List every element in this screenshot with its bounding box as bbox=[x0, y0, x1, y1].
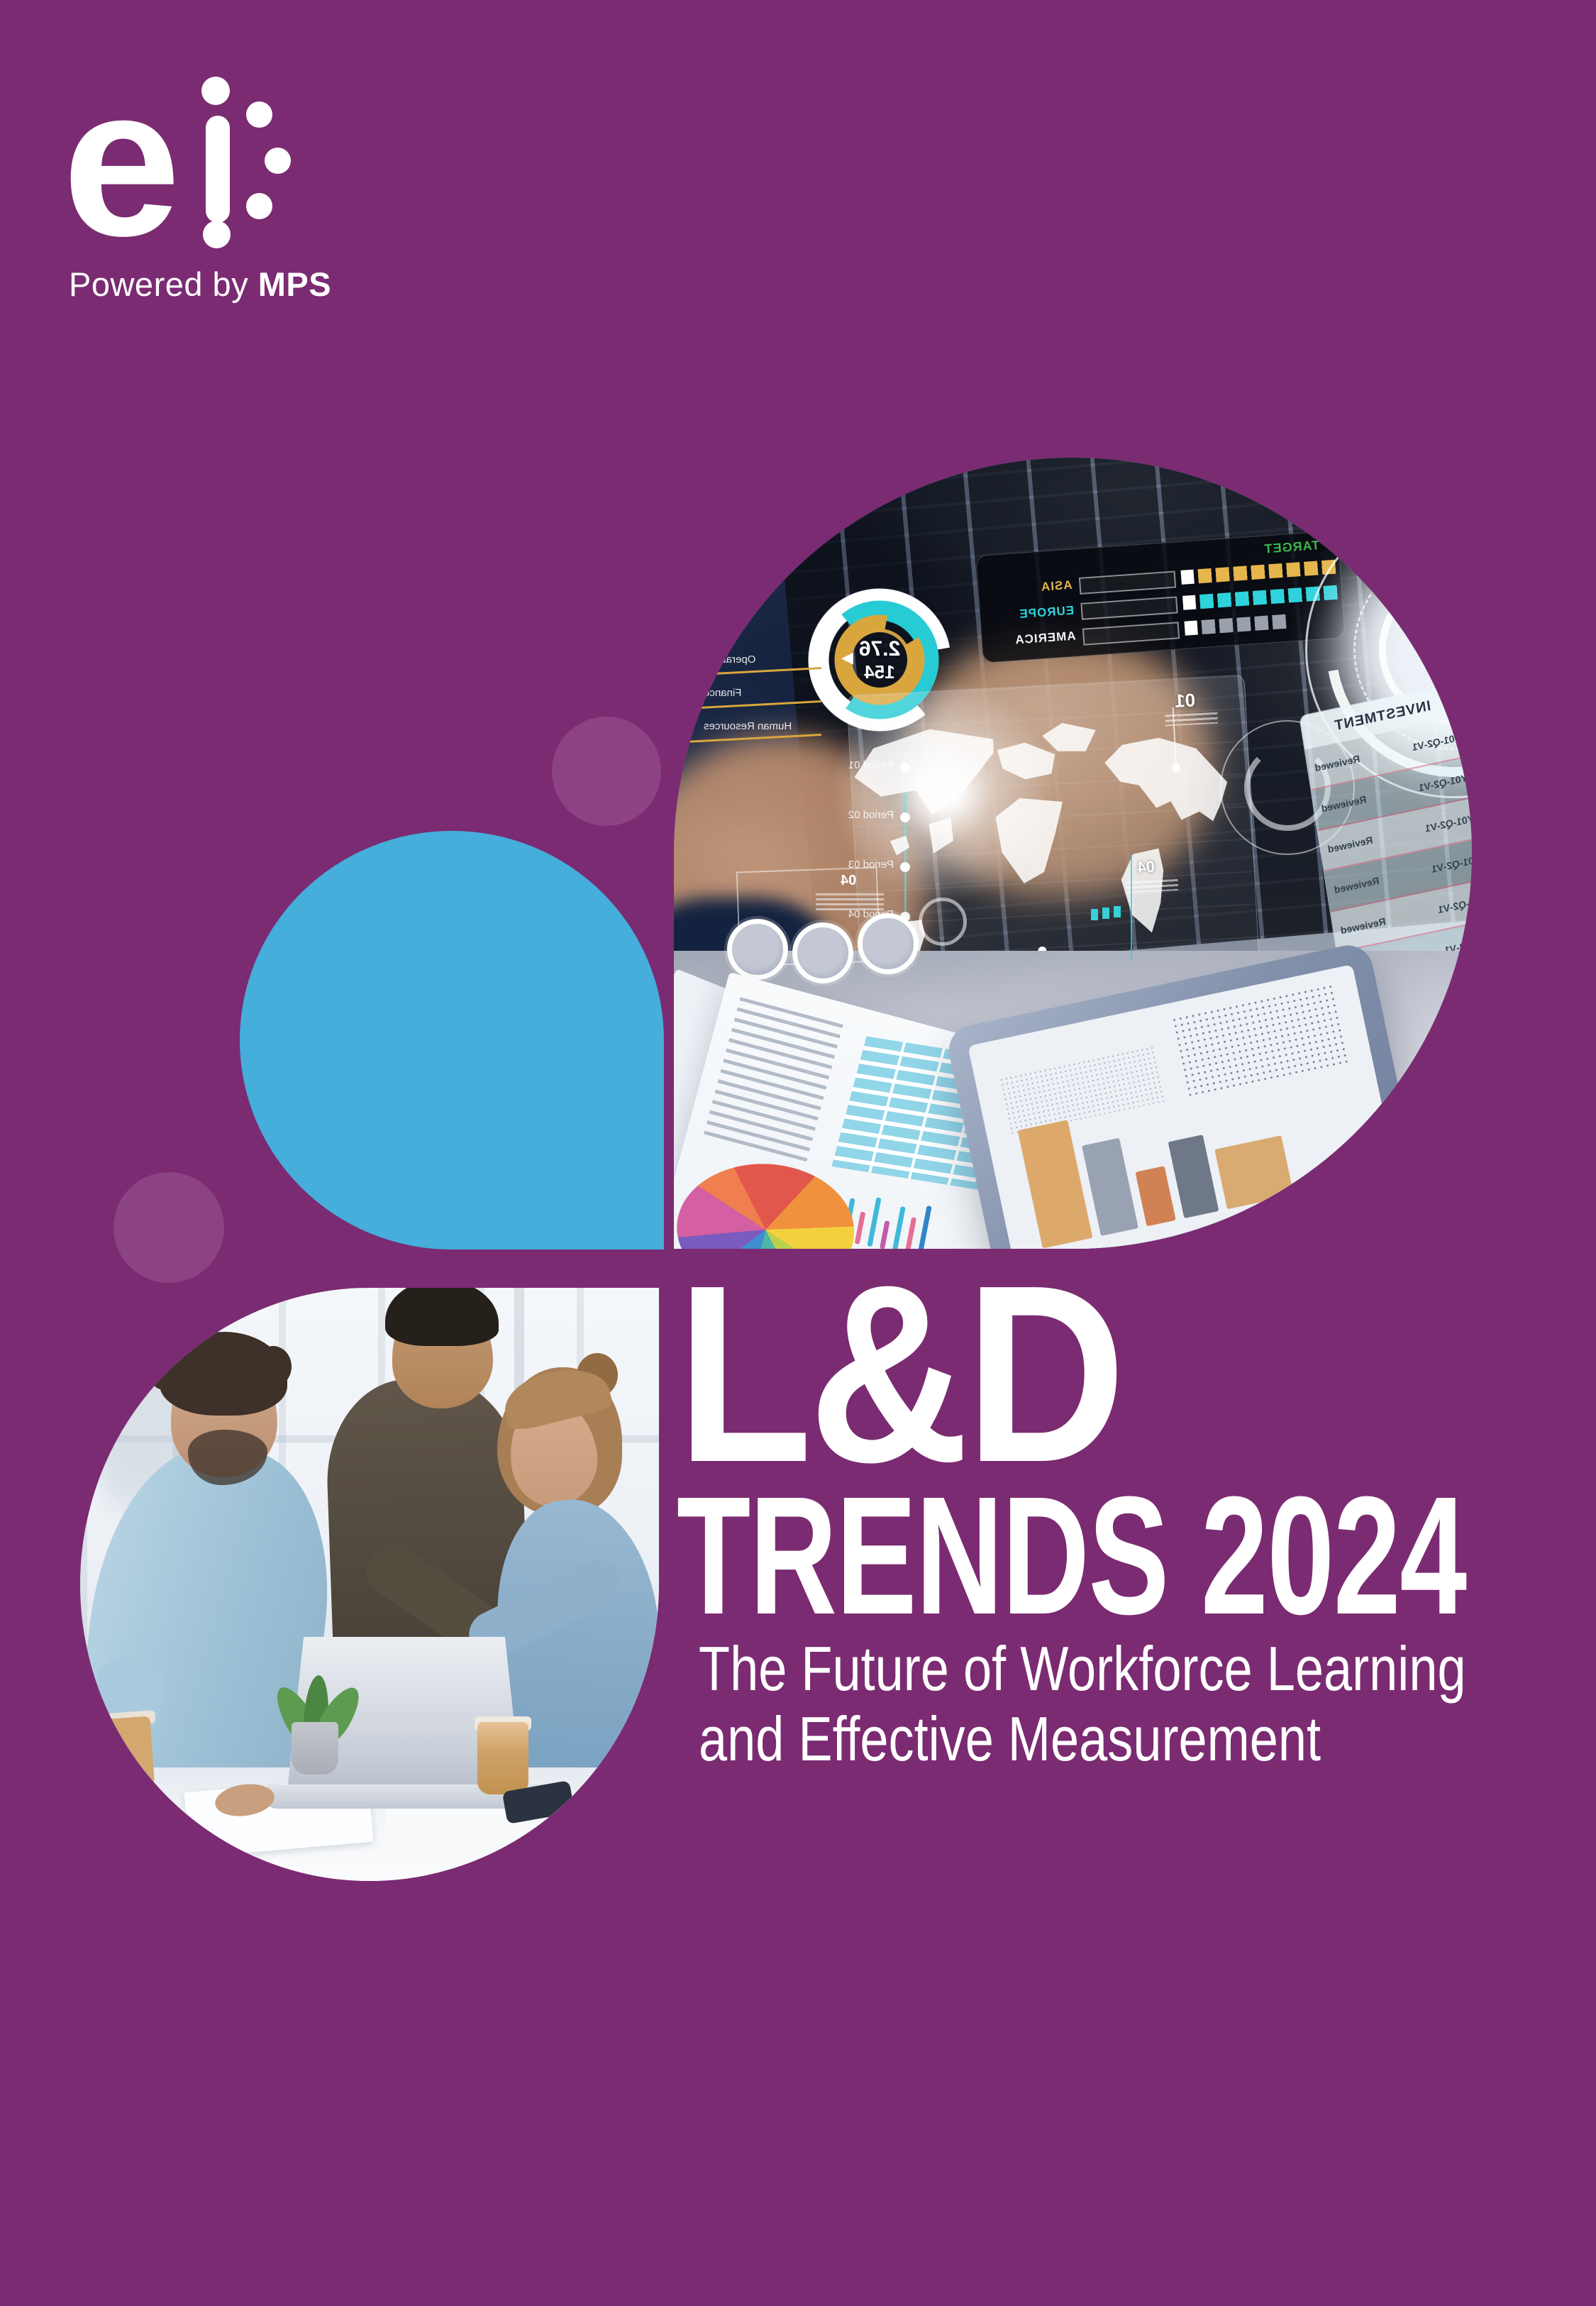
dept-label: Finance bbox=[704, 687, 742, 699]
logo-letter-i-stem bbox=[206, 116, 230, 223]
teal-teardrop-shape bbox=[240, 831, 664, 1249]
tagline-prefix: Powered by bbox=[69, 265, 258, 303]
page-tagline-line2: and Effective Measurement bbox=[699, 1704, 1321, 1774]
gauge-ring-empty bbox=[919, 898, 967, 946]
marker-04: 04 bbox=[841, 873, 857, 888]
donut-value-primary: 2.76 bbox=[858, 636, 901, 661]
donut-chart: 2.76 154 ◀ bbox=[807, 587, 952, 732]
connector-dot bbox=[680, 699, 691, 710]
row-code: Y01-Q2-V1 bbox=[1424, 812, 1472, 834]
donut-value-secondary: 154 bbox=[864, 661, 895, 683]
logo-dot-icon bbox=[201, 77, 230, 105]
region-bar-lead bbox=[1182, 595, 1197, 610]
region-track bbox=[1078, 570, 1177, 595]
logo-tagline: Powered by MPS bbox=[69, 265, 331, 304]
row-status: Reviewed bbox=[1339, 915, 1387, 937]
cursor-icon: ◀ bbox=[841, 649, 853, 666]
row-status: Reviewed bbox=[1333, 874, 1380, 896]
region-bar-lead bbox=[1184, 620, 1198, 636]
region-label-asia: ASIA bbox=[1040, 578, 1073, 594]
gauge-ring bbox=[727, 919, 788, 980]
man1-hair-curl bbox=[255, 1346, 292, 1387]
decor-circle-top bbox=[552, 717, 661, 826]
row-status: Reviewed bbox=[1326, 834, 1374, 855]
map-marker-01: 01 bbox=[1174, 689, 1196, 712]
logo-letter-e: e bbox=[62, 42, 181, 280]
man1-hair-curl bbox=[148, 1353, 181, 1390]
teal-chip bbox=[1114, 906, 1121, 917]
teal-connector bbox=[1131, 855, 1132, 961]
plant-pot bbox=[292, 1722, 338, 1775]
row-code: Y01-Q2-V1 bbox=[1417, 772, 1468, 794]
gauge-ring bbox=[858, 913, 919, 974]
region-label-america: AMERICA bbox=[1014, 629, 1077, 647]
row-code: Y01-Q2-V1 bbox=[1436, 893, 1472, 916]
marker-caption bbox=[816, 893, 884, 912]
logo-dot-icon bbox=[265, 148, 291, 174]
gauge-ring bbox=[792, 922, 853, 983]
teal-chip bbox=[1091, 909, 1098, 920]
page-tagline-line1: The Future of Workforce Learning bbox=[699, 1633, 1466, 1704]
region-bar-america bbox=[1201, 614, 1288, 635]
decor-circle-left bbox=[113, 1172, 224, 1283]
logo-dot-icon bbox=[246, 101, 272, 128]
period-line bbox=[904, 752, 907, 965]
paper-text-lines bbox=[702, 997, 843, 1169]
page-title: L&D bbox=[677, 1233, 1126, 1515]
analytics-photo-blob: 2.76 154 ◀ Operations Finance Human Reso… bbox=[674, 458, 1472, 1249]
logo-dot-icon bbox=[246, 193, 272, 219]
dept-label: Human Resources bbox=[704, 720, 792, 732]
region-label-europe: EUROPE bbox=[1018, 603, 1075, 621]
logo-dot-icon bbox=[203, 221, 231, 248]
region-bar-lead bbox=[1180, 569, 1195, 585]
team-photo-blob bbox=[80, 1288, 659, 1881]
period-dot bbox=[900, 862, 910, 872]
coffee-cup bbox=[477, 1722, 528, 1794]
connector-dot bbox=[680, 666, 691, 677]
page-subtitle: TRENDS 2024 bbox=[677, 1462, 1467, 1650]
coffee-cup bbox=[99, 1716, 155, 1794]
row-code: Y01-Q2-V1 bbox=[1411, 731, 1462, 754]
teal-chip bbox=[1102, 907, 1109, 919]
man2-hair bbox=[385, 1288, 499, 1346]
tagline-mps: MPS bbox=[257, 265, 332, 303]
connector-dot bbox=[680, 732, 691, 744]
map-marker-04: 04 bbox=[1136, 857, 1156, 876]
region-track bbox=[1080, 596, 1178, 620]
period-dot bbox=[900, 812, 910, 822]
row-code: Y01-Q2-V1 bbox=[1430, 853, 1472, 875]
donut-ring-inner bbox=[848, 629, 911, 691]
region-track bbox=[1082, 622, 1180, 646]
row-status: Reviewed bbox=[1314, 753, 1361, 774]
dept-label: Operations bbox=[704, 653, 756, 666]
row-status: Reviewed bbox=[1320, 793, 1368, 815]
